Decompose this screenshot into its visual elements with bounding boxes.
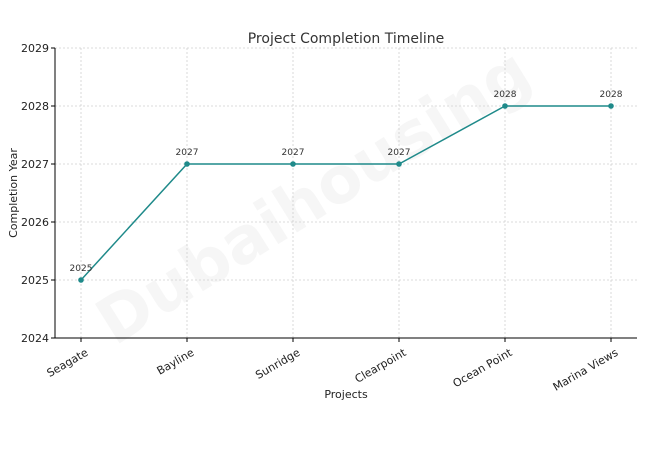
watermark-text: Dubaihousing bbox=[84, 34, 544, 360]
x-tick-label: Sunridge bbox=[253, 346, 302, 382]
axes bbox=[51, 47, 637, 342]
data-label: 2027 bbox=[176, 148, 199, 158]
data-point bbox=[608, 103, 614, 109]
y-tick-label: 2027 bbox=[21, 158, 49, 171]
y-tick-label: 2028 bbox=[21, 100, 49, 113]
data-label: 2025 bbox=[70, 264, 93, 274]
data-point bbox=[184, 161, 190, 167]
data-point bbox=[502, 103, 508, 109]
y-tick-label: 2025 bbox=[21, 274, 49, 287]
x-axis-label: Projects bbox=[324, 388, 368, 401]
chart-title: Project Completion Timeline bbox=[248, 31, 445, 47]
data-point bbox=[396, 161, 402, 167]
x-tick-label: Marina Views bbox=[551, 346, 621, 394]
y-tick-label: 2026 bbox=[21, 216, 49, 229]
data-labels: 2025 2027 2027 2027 2028 2028 bbox=[70, 90, 623, 274]
data-label: 2028 bbox=[494, 90, 517, 100]
x-tick-label: Bayline bbox=[155, 346, 197, 378]
data-label: 2027 bbox=[388, 148, 411, 158]
y-tick-label: 2029 bbox=[21, 42, 49, 55]
x-tick-label: Ocean Point bbox=[451, 346, 515, 391]
data-point bbox=[78, 277, 84, 283]
x-tick-label: Clearpoint bbox=[353, 346, 409, 386]
y-tick-label: 2024 bbox=[21, 332, 49, 345]
y-axis-label: Completion Year bbox=[7, 148, 20, 238]
x-tick-label: Seagate bbox=[45, 346, 91, 380]
series bbox=[78, 103, 614, 283]
data-label: 2028 bbox=[600, 90, 623, 100]
data-point bbox=[290, 161, 296, 167]
series-line bbox=[80, 105, 611, 281]
data-label: 2027 bbox=[282, 148, 305, 158]
